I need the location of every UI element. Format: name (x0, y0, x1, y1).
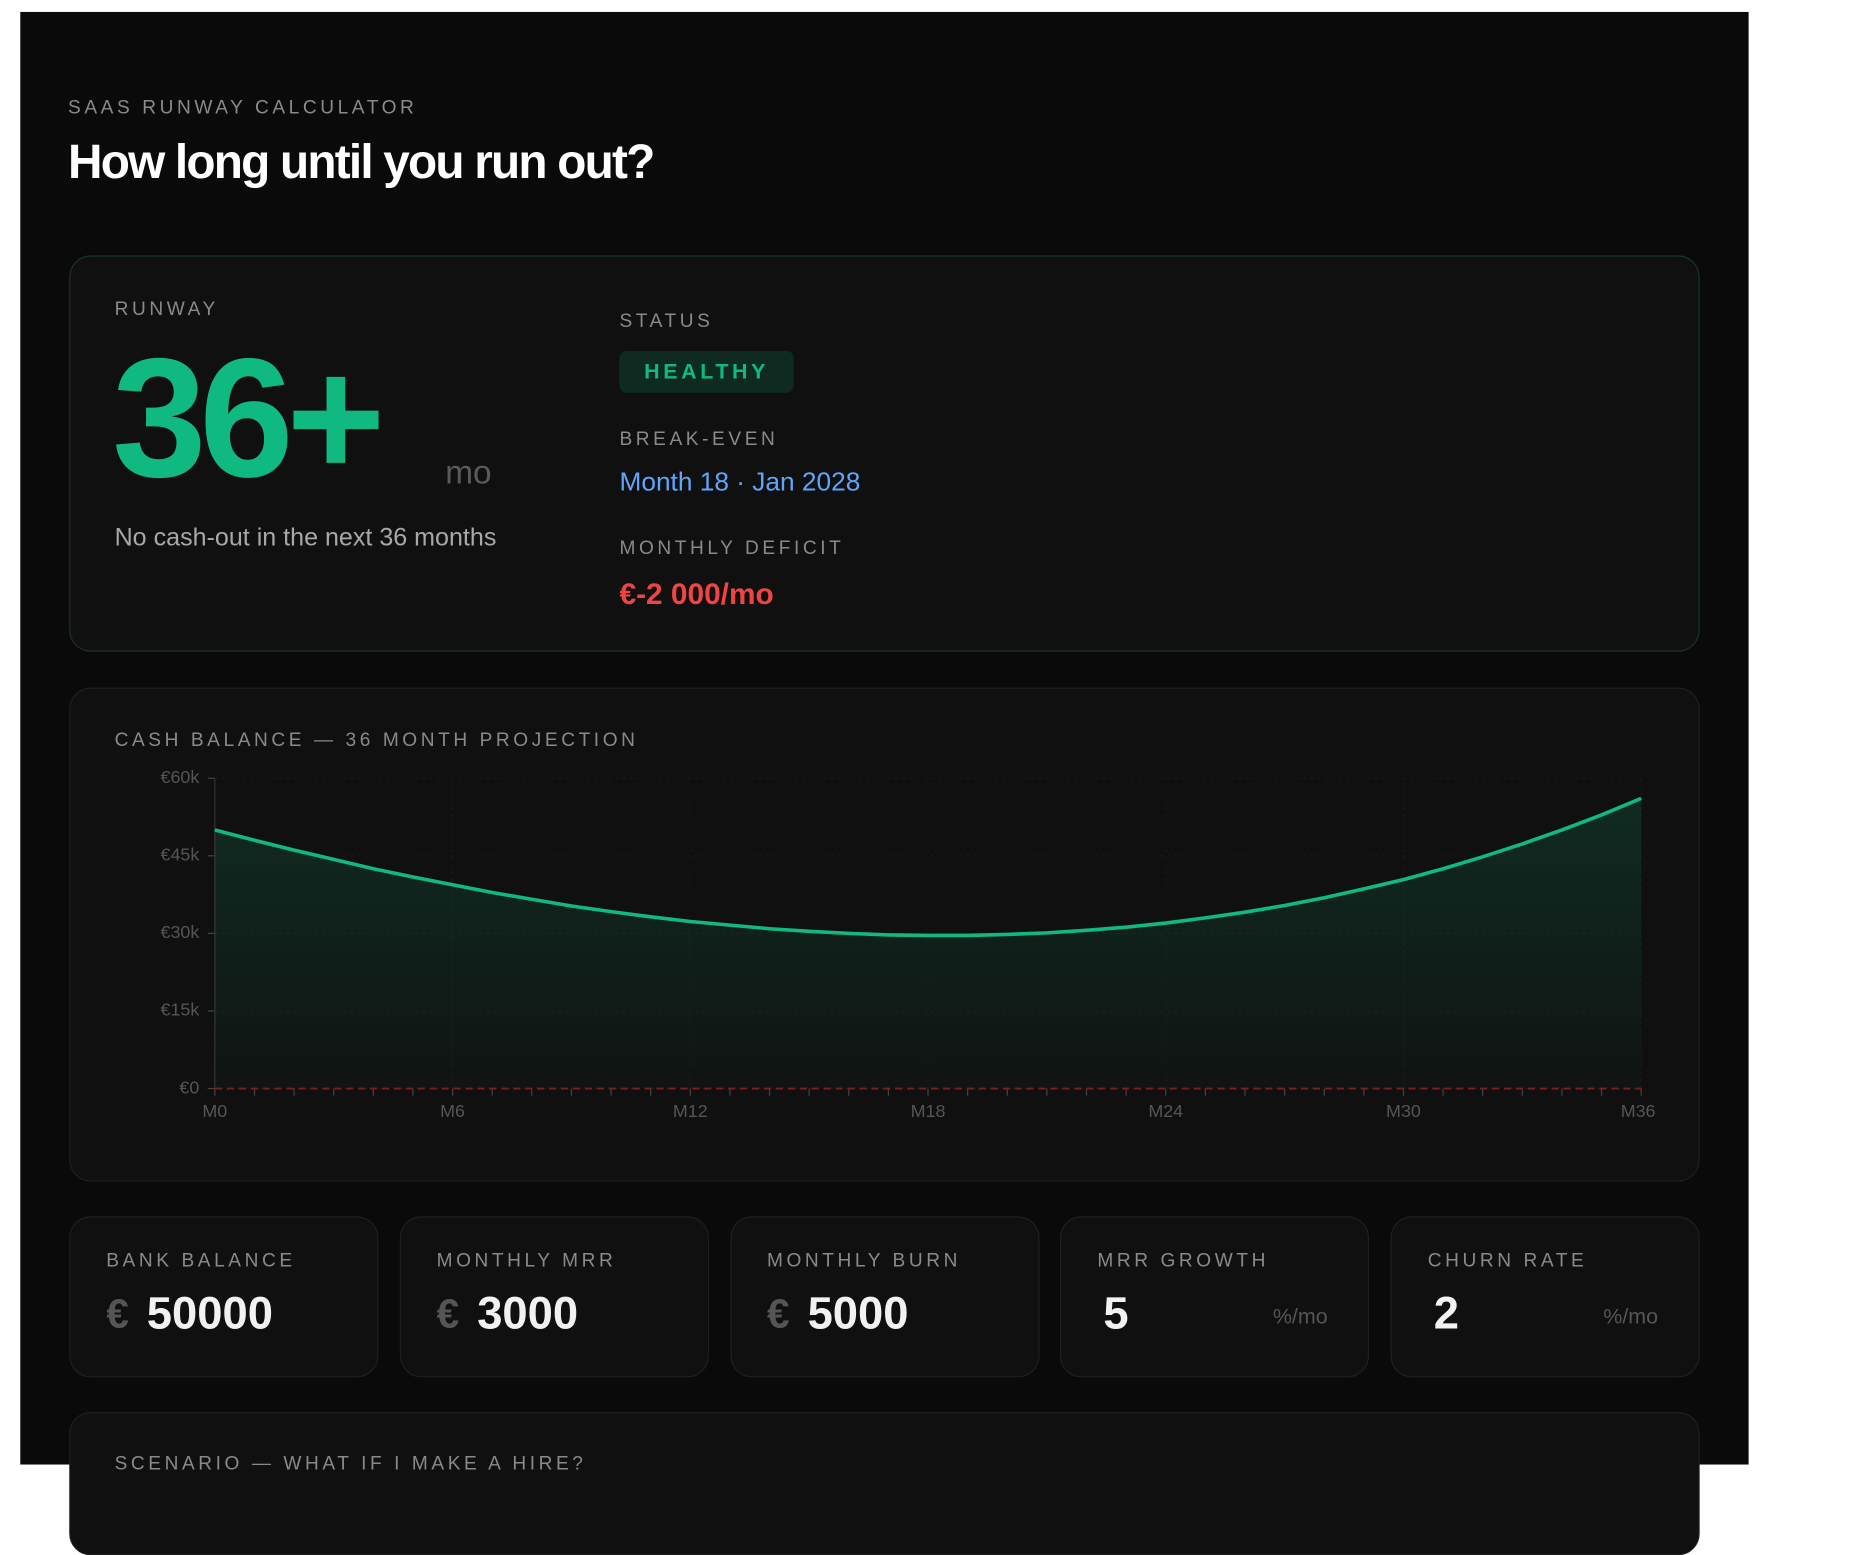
y-tick-label: €15k (161, 1000, 200, 1020)
runway-note: No cash-out in the next 36 months (114, 523, 497, 552)
chart-title: CASH BALANCE — 36 MONTH PROJECTION (114, 730, 639, 751)
y-tick-label: €60k (161, 767, 200, 787)
input-card[interactable] (1060, 1216, 1370, 1378)
y-tick-label: €45k (161, 845, 200, 865)
x-tick-label: M0 (202, 1101, 227, 1121)
status-label: STATUS (619, 311, 714, 332)
input-card[interactable] (729, 1216, 1040, 1378)
scenario-card (69, 1412, 1700, 1555)
eyebrow: SAAS RUNWAY CALCULATOR (68, 97, 418, 119)
input-label: BANK BALANCE (106, 1250, 296, 1272)
input-suffix: %/mo (1603, 1304, 1659, 1329)
input-value[interactable]: 5000 (807, 1289, 909, 1340)
deficit-value: €-2 000/mo (619, 577, 774, 612)
chart: €0 €15k €30k €45k €60k M0 M6 M12 M18 M24 M30 M36 (161, 767, 1656, 1121)
scenario-title: SCENARIO — WHAT IF I MAKE A HIRE? (114, 1453, 587, 1475)
input-prefix: € (766, 1291, 790, 1337)
line (214, 796, 1642, 938)
x-tick-label: M6 (440, 1101, 465, 1121)
x-tick-label: M36 (1621, 1101, 1656, 1121)
runway-value: 36+ (112, 323, 385, 514)
input-label: MRR GROWTH (1097, 1250, 1269, 1272)
runway-label: RUNWAY (114, 299, 219, 320)
y-tick-label: €30k (161, 922, 200, 942)
deficit-label: MONTHLY DEFICIT (619, 538, 845, 559)
input-prefix: € (436, 1291, 460, 1337)
x-tick-label: M30 (1386, 1101, 1421, 1121)
y-tick-label: €0 (179, 1077, 199, 1097)
x-tick-label: M12 (673, 1101, 708, 1121)
input-prefix: € (106, 1291, 129, 1337)
input-value[interactable]: 2 (1433, 1289, 1459, 1340)
x-tick-label: M24 (1148, 1101, 1183, 1121)
status-badge: HEALTHY (619, 350, 794, 393)
runway-unit: mo (445, 453, 492, 491)
input-card[interactable] (1390, 1216, 1700, 1378)
input-label: MONTHLY MRR (436, 1250, 617, 1272)
page: SAAS RUNWAY CALCULATOR How long until yo… (20, 11, 1749, 1555)
input-value[interactable]: 5 (1103, 1289, 1129, 1340)
input-card[interactable] (399, 1216, 709, 1378)
input-label: MONTHLY BURN (766, 1250, 961, 1272)
summary-card (69, 255, 1700, 652)
area (214, 798, 1642, 1089)
breakeven-value: Month 18 · Jan 2028 (619, 466, 861, 497)
breakeven-label: BREAK-EVEN (619, 429, 779, 450)
input-card[interactable] (69, 1216, 379, 1378)
page-title: How long until you run out? (68, 136, 655, 189)
x-tick-label: M18 (911, 1101, 946, 1121)
input-value[interactable]: 50000 (146, 1289, 273, 1340)
input-suffix: %/mo (1272, 1304, 1328, 1329)
input-value[interactable]: 3000 (477, 1289, 579, 1340)
input-label: CHURN RATE (1427, 1250, 1588, 1272)
